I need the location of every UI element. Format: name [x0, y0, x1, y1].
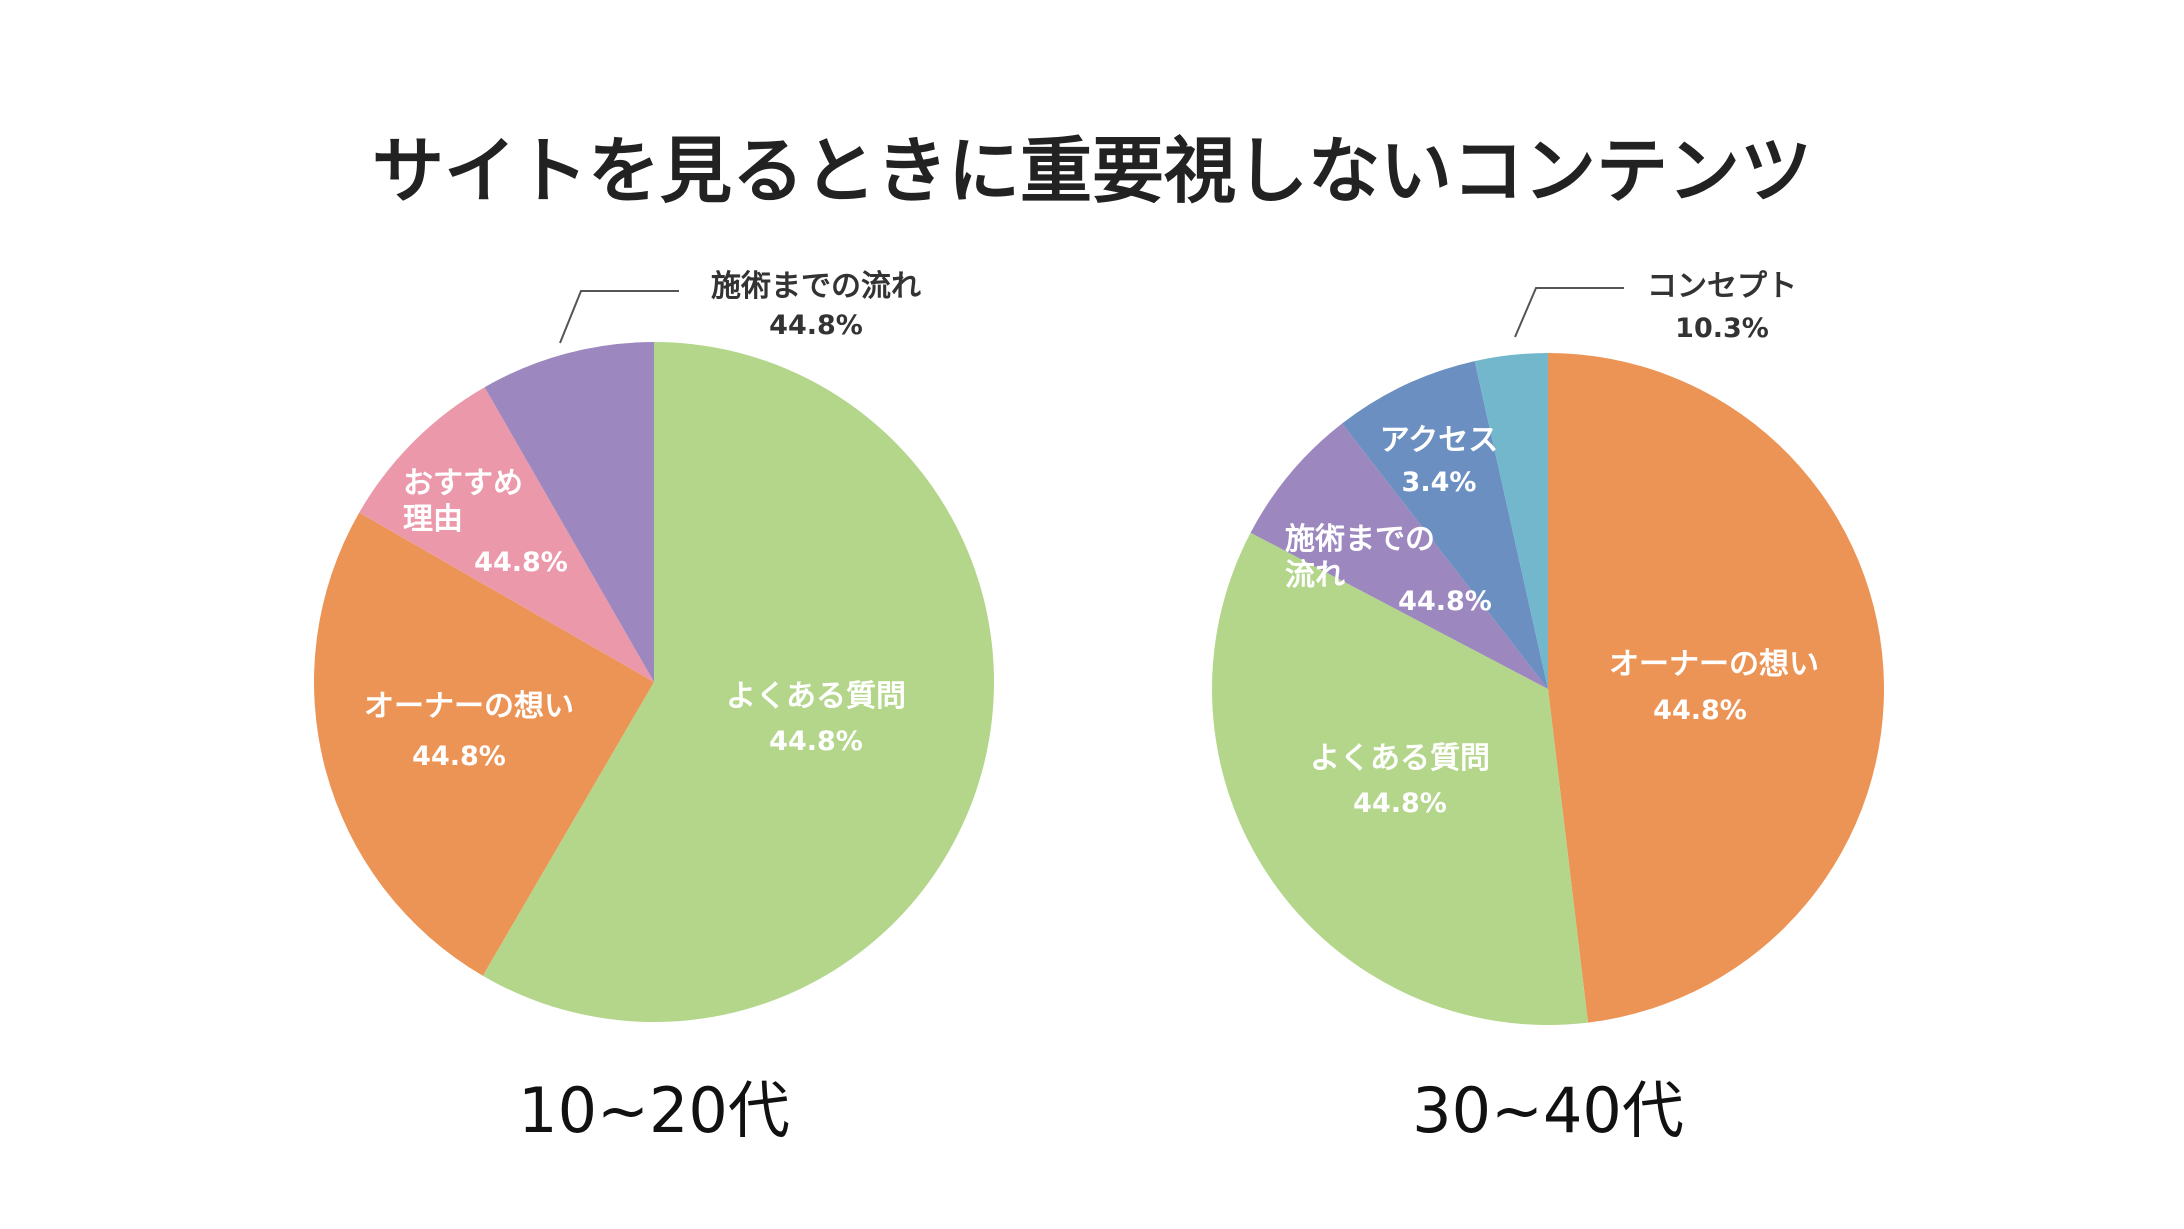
chart-subtitle: 10~20代 — [518, 1074, 790, 1147]
value-label: 10.3% — [1675, 312, 1769, 344]
slice-label: おすすめ理由 — [403, 466, 523, 537]
chart-subtitle: 30~40代 — [1412, 1074, 1684, 1147]
pie-slice — [1250, 423, 1548, 689]
slice-label: 施術までの流れ — [711, 269, 921, 304]
pie-slice — [359, 387, 654, 682]
pie-slice — [313, 512, 654, 976]
pie-slice — [1474, 353, 1548, 689]
pie-slice — [484, 342, 654, 682]
slice-label: オーナーの想い — [364, 689, 574, 724]
slice-label: よくある質問 — [726, 679, 906, 714]
slice-label: 施術までの流れ — [1285, 522, 1435, 593]
slice-label: よくある質問 — [1310, 741, 1490, 776]
leader-line — [559, 290, 679, 344]
pie-slice — [482, 342, 994, 1022]
slice-label: オーナーの想い — [1609, 647, 1819, 682]
slice-label: アクセス — [1379, 423, 1499, 458]
value-label: 44.8% — [1398, 585, 1492, 617]
value-label: 3.4% — [1401, 466, 1477, 498]
pie-slice — [1342, 361, 1548, 689]
leader-line — [1514, 287, 1624, 338]
value-label: 44.8% — [412, 740, 506, 772]
value-label: 44.8% — [1653, 694, 1747, 726]
value-label: 44.8% — [1353, 787, 1447, 819]
pie-slice — [1548, 353, 1885, 1023]
value-label: 44.8% — [769, 309, 863, 341]
slice-label: コンセプト — [1647, 269, 1797, 304]
pie-slice — [1211, 532, 1589, 1025]
value-label: 44.8% — [474, 546, 568, 578]
value-label: 44.8% — [769, 725, 863, 757]
title: サイトを見るときに重要視しないコンテンツ — [371, 129, 1812, 213]
